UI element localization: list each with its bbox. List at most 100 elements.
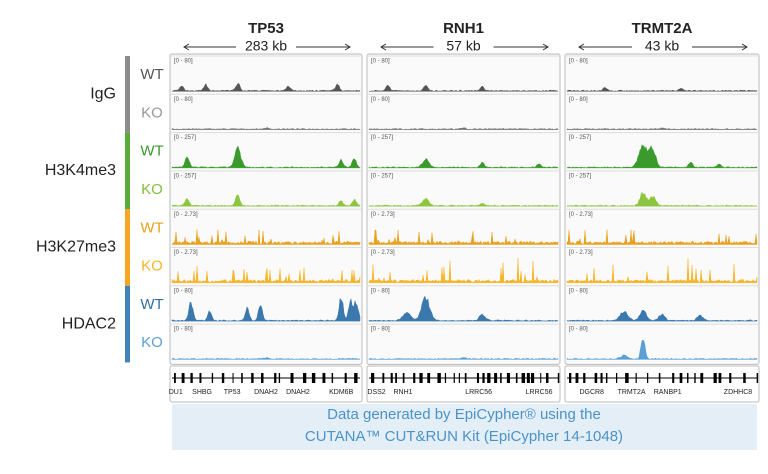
exon bbox=[646, 373, 649, 383]
signal bbox=[566, 127, 758, 130]
range-label: [0 - 80] bbox=[569, 327, 588, 333]
exon bbox=[700, 373, 704, 383]
exon bbox=[464, 373, 467, 383]
range-label: [0 - 80] bbox=[174, 59, 193, 65]
exon bbox=[322, 373, 326, 383]
range-label: [0 - 80] bbox=[569, 59, 588, 65]
signal bbox=[171, 145, 361, 169]
gene-annotation: ZDHHC8 bbox=[724, 389, 752, 396]
group-label: H3K4me3 bbox=[45, 162, 116, 179]
exon bbox=[390, 373, 393, 383]
signal bbox=[566, 87, 758, 92]
gene-annotation: DU1 bbox=[169, 389, 183, 396]
exon bbox=[290, 373, 294, 383]
signal bbox=[368, 357, 559, 360]
group-label: HDAC2 bbox=[62, 315, 116, 332]
gene-track bbox=[366, 365, 561, 403]
exon bbox=[221, 373, 225, 383]
gene-track bbox=[169, 365, 363, 403]
exon bbox=[687, 373, 689, 383]
gene-annotation: LRRC56 bbox=[526, 389, 553, 396]
group-bar bbox=[125, 209, 130, 286]
gene-annotation: LRRC56 bbox=[465, 389, 492, 396]
exon bbox=[344, 373, 347, 383]
exon bbox=[190, 373, 193, 383]
exon bbox=[494, 373, 498, 383]
exon bbox=[427, 373, 431, 383]
exon bbox=[311, 373, 316, 383]
footer-line: Data generated by EpiCypher® using the bbox=[327, 406, 601, 423]
exon bbox=[615, 373, 618, 383]
exon bbox=[594, 373, 598, 383]
exon bbox=[371, 373, 375, 383]
signal bbox=[566, 309, 758, 322]
exon bbox=[476, 373, 480, 383]
range-label: [0 - 80] bbox=[371, 59, 390, 65]
gene-annotation: TRMT2A bbox=[618, 389, 646, 396]
range-label: [0 - 257] bbox=[569, 135, 591, 141]
exon bbox=[413, 373, 416, 383]
range-label: [0 - 80] bbox=[174, 327, 193, 333]
gene-title: RNH1 bbox=[443, 20, 484, 37]
group-bar bbox=[125, 56, 130, 133]
group-bar bbox=[125, 132, 130, 210]
exon bbox=[521, 373, 526, 383]
gene-annotation: RNH1 bbox=[393, 389, 412, 396]
exon bbox=[625, 373, 629, 383]
exon bbox=[232, 373, 234, 383]
exon bbox=[526, 373, 530, 383]
exon bbox=[487, 373, 491, 383]
exon bbox=[679, 373, 683, 383]
range-label: [0 - 80] bbox=[371, 327, 390, 333]
signal bbox=[368, 295, 559, 322]
signal bbox=[171, 266, 361, 284]
gene-annotation: DNAH2 bbox=[286, 389, 310, 396]
sample-label: KO bbox=[141, 104, 163, 121]
exon bbox=[181, 373, 185, 383]
sample-label: KO bbox=[141, 258, 163, 275]
range-label: [0 - 80] bbox=[371, 97, 390, 103]
exon bbox=[211, 373, 214, 383]
exon bbox=[174, 373, 176, 383]
range-label: [0 - 2.73] bbox=[371, 212, 395, 218]
exon bbox=[331, 373, 334, 383]
group-bar bbox=[125, 285, 130, 363]
exon bbox=[251, 373, 254, 383]
footer-line: CUTANA™ CUT&RUN Kit (EpiCypher 14-1048) bbox=[305, 428, 623, 445]
gene-annotation: DNAH2 bbox=[254, 389, 278, 396]
exon bbox=[241, 373, 243, 383]
exon bbox=[718, 373, 722, 383]
exon bbox=[274, 373, 277, 383]
signal bbox=[566, 191, 758, 207]
sample-label: WT bbox=[140, 143, 163, 160]
exon bbox=[506, 373, 510, 383]
range-label: [0 - 2.73] bbox=[174, 212, 198, 218]
exon bbox=[729, 373, 732, 383]
exon bbox=[756, 373, 759, 383]
signal bbox=[368, 258, 559, 284]
exon bbox=[530, 373, 535, 383]
exon bbox=[600, 373, 603, 383]
exon bbox=[444, 373, 447, 383]
group-label: IgG bbox=[90, 86, 116, 103]
exon bbox=[382, 373, 385, 383]
range-label: [0 - 80] bbox=[174, 288, 193, 294]
range-label: [0 - 257] bbox=[174, 135, 196, 141]
exon bbox=[583, 373, 586, 383]
exon bbox=[482, 373, 485, 383]
exon bbox=[303, 373, 307, 383]
exon bbox=[278, 373, 281, 383]
sample-label: KO bbox=[141, 181, 163, 198]
footer-box bbox=[172, 404, 757, 450]
exon bbox=[419, 373, 423, 383]
group-label: H3K27me3 bbox=[36, 239, 116, 256]
signal bbox=[566, 229, 758, 245]
range-label: [0 - 257] bbox=[371, 173, 393, 179]
range-label: [0 - 2.73] bbox=[569, 250, 593, 256]
range-label: [0 - 257] bbox=[371, 135, 393, 141]
span-label: 57 kb bbox=[446, 38, 480, 54]
span-arrow bbox=[578, 43, 748, 51]
exon bbox=[569, 373, 572, 383]
signal bbox=[368, 84, 559, 92]
